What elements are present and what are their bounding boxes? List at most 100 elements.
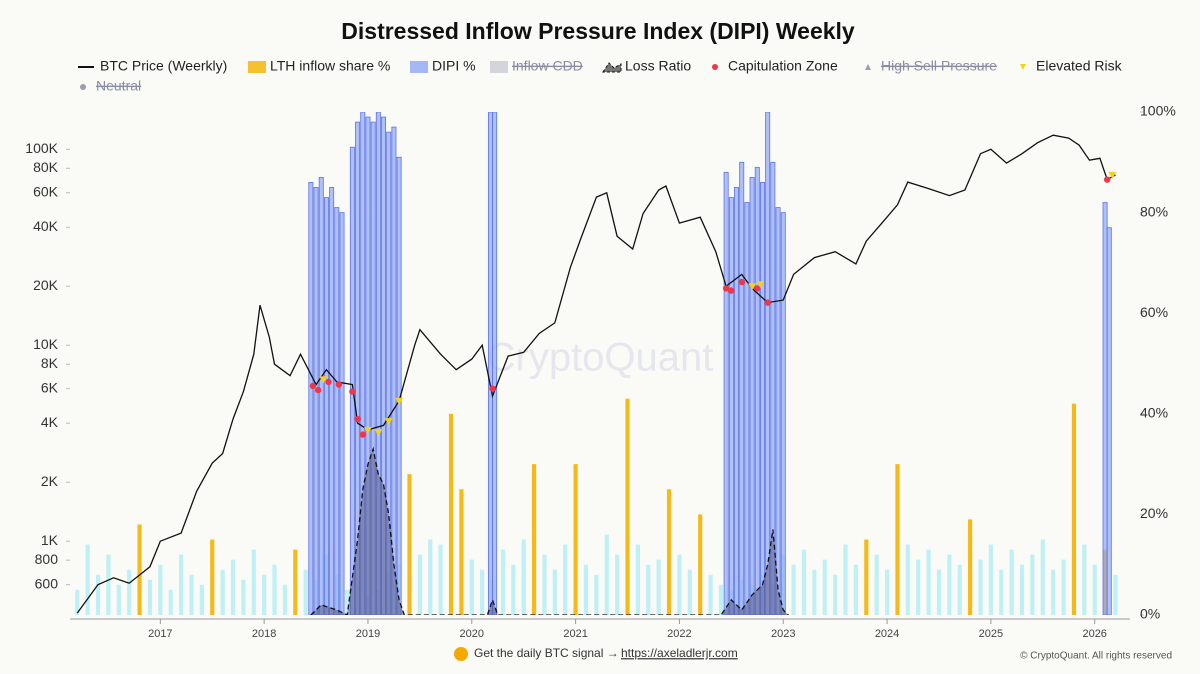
lth-bar [106, 554, 111, 615]
legend-label: DIPI % [432, 58, 476, 74]
lth-bar [573, 464, 578, 615]
lth-bar [282, 584, 287, 615]
lth-bar [957, 564, 962, 615]
lth-bar [916, 559, 921, 615]
dipi-bar [375, 112, 381, 615]
legend-symbol [865, 64, 871, 70]
dipi-bar [308, 182, 314, 615]
zone-marker [309, 382, 317, 390]
lth-bar [199, 584, 204, 615]
lth-bar [168, 589, 173, 615]
lth-bar [179, 554, 184, 615]
lth-bar [594, 574, 599, 615]
lth-bar [583, 564, 589, 615]
legend-symbol [248, 61, 266, 73]
dipi-bar [396, 156, 402, 615]
lth-bar [1030, 554, 1035, 615]
lth-bar [137, 524, 142, 615]
legend-label: High Sell Pressure [881, 58, 997, 74]
dipi-bar [349, 146, 355, 615]
dipi-bar [329, 187, 335, 615]
lth-bar [241, 579, 246, 615]
lth-bar [687, 569, 692, 615]
legend-label: Inflow CDD [512, 58, 583, 74]
lth-bar [210, 539, 215, 615]
lth-bar [75, 589, 80, 615]
lth-bar [905, 544, 910, 615]
zone-marker [349, 388, 356, 395]
zone-marker [374, 429, 383, 437]
y-tick-label: 20K [33, 277, 59, 293]
lth-bar [293, 549, 298, 615]
lth-bar [1082, 544, 1087, 615]
y-tick-label: 600 [35, 575, 59, 591]
legend-symbol [1020, 64, 1026, 70]
x-tick-label: 2021 [563, 628, 587, 640]
dipi-bar [334, 207, 340, 615]
lth-bar [874, 554, 879, 615]
lth-bar [646, 564, 651, 615]
legend-label: Capitulation Zone [728, 58, 838, 74]
lth-bar [438, 544, 443, 615]
y-tick-label: 800 [35, 551, 59, 567]
legend-label: Elevated Risk [1036, 58, 1123, 74]
footer-link[interactable]: https://axeladlerjr.com [621, 646, 738, 660]
zone-marker [722, 285, 730, 292]
lth-bar [625, 398, 630, 615]
dipi-bar [780, 212, 786, 615]
dipi-bar [734, 187, 739, 615]
dipi-bar [487, 112, 493, 615]
y-tick-label: 8K [41, 355, 59, 371]
dipi-bar [739, 161, 745, 615]
zone-marker [384, 418, 393, 426]
dipi-bar [360, 112, 366, 615]
dipi-bar [723, 171, 729, 615]
x-tick-label: 2020 [460, 628, 484, 640]
lth-bar [552, 569, 557, 615]
lth-bar [708, 574, 713, 615]
lth-bar [345, 589, 350, 615]
lth-bar [428, 539, 433, 615]
chart-title: Distressed Inflow Pressure Index (DIPI) … [341, 18, 855, 44]
loss-ratio-area [310, 446, 789, 615]
y2-tick-label: 60% [1140, 304, 1168, 320]
dipi-bar [744, 202, 750, 615]
zone-marker [489, 385, 496, 392]
dipi-bar [760, 182, 765, 615]
zone-marker [756, 281, 765, 289]
y-tick-label: 100K [25, 140, 58, 156]
lth-bar [822, 559, 827, 615]
legend-symbol [80, 84, 86, 90]
price-line [76, 134, 1116, 614]
lth-bar [95, 574, 101, 615]
x-tick-label: 2017 [148, 628, 172, 640]
lth-bar [833, 574, 838, 615]
dipi-bar [770, 161, 776, 615]
dipi-bar [749, 176, 755, 615]
lth-bar [615, 554, 620, 615]
lth-bar [272, 564, 277, 615]
footer-icon [454, 647, 468, 661]
dipi-bar [355, 121, 361, 615]
lth-bar [1061, 559, 1066, 615]
footer-text: Get the daily BTC signal → [474, 646, 619, 660]
lth-bar [563, 544, 568, 615]
zone-marker [748, 283, 757, 291]
legend-label: BTC Price (Weerkly) [100, 58, 227, 74]
zone-marker [359, 431, 366, 438]
lth-bar [635, 544, 640, 615]
legend-symbol [490, 61, 508, 73]
dipi-bar [765, 112, 771, 615]
lth-bar [864, 539, 869, 615]
dipi-bar [365, 116, 371, 615]
lth-bar [417, 554, 422, 615]
legend-label: Loss Ratio [625, 58, 691, 74]
lth-bar [1071, 403, 1077, 615]
dipi-bar [386, 131, 392, 615]
y-tick-label: 6K [41, 379, 59, 395]
lth-bar [1009, 549, 1014, 615]
lth-bar [698, 514, 703, 615]
lth-bar [853, 564, 858, 615]
lth-bar [500, 549, 506, 615]
